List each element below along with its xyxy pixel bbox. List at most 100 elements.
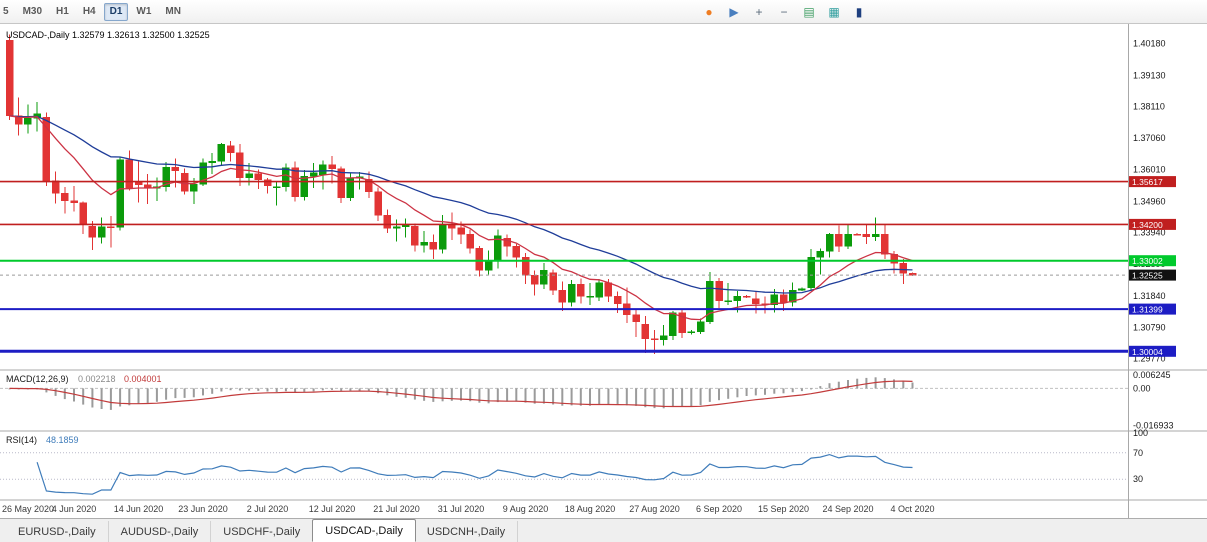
- svg-text:23 Jun 2020: 23 Jun 2020: [178, 504, 228, 514]
- candle: [199, 162, 207, 185]
- macd-pane: 0.006245 0.00 -0.016933: [0, 370, 1174, 431]
- svg-text:0.006245: 0.006245: [1133, 370, 1171, 380]
- candle: [337, 168, 345, 199]
- candle: [272, 186, 281, 188]
- candle: [51, 180, 60, 194]
- candle: [669, 312, 677, 336]
- tab-usdchf-daily[interactable]: USDCHF-,Daily: [211, 521, 314, 542]
- svg-text:9 Aug 2020: 9 Aug 2020: [503, 504, 549, 514]
- svg-text:1.32525: 1.32525: [1132, 271, 1163, 281]
- candle: [659, 335, 668, 341]
- candle: [816, 250, 825, 258]
- community-icon[interactable]: ●: [705, 5, 713, 19]
- hline-badge-1-33002: 1.33002: [1129, 255, 1176, 267]
- ma-slow-line: [9, 115, 913, 294]
- svg-text:2 Jul 2020: 2 Jul 2020: [247, 504, 289, 514]
- svg-text:24 Sep 2020: 24 Sep 2020: [822, 504, 873, 514]
- candle: [779, 294, 788, 303]
- candle: [521, 256, 530, 276]
- tab-usdcnh-daily[interactable]: USDCNH-,Daily: [415, 521, 519, 542]
- candle: [70, 200, 78, 203]
- svg-text:1.33002: 1.33002: [1132, 256, 1163, 266]
- candle: [107, 226, 115, 229]
- tab-audusd-daily[interactable]: AUDUSD-,Daily: [109, 521, 212, 542]
- candle: [549, 272, 557, 291]
- zoom-in-icon[interactable]: +: [755, 5, 763, 19]
- svg-text:1.33940: 1.33940: [1133, 227, 1166, 237]
- svg-text:70: 70: [1133, 448, 1143, 458]
- timeframe-button-5[interactable]: 5: [3, 5, 9, 17]
- new-order-icon[interactable]: ▶: [729, 5, 739, 19]
- tab-eurusd-daily[interactable]: EURUSD-,Daily: [6, 521, 109, 542]
- timeframe-button-mn[interactable]: MN: [165, 5, 181, 17]
- candle: [687, 331, 696, 333]
- svg-text:14 Jun 2020: 14 Jun 2020: [114, 504, 164, 514]
- price-axis[interactable]: 1.40180 1.39130 1.38110 1.37060 1.36010 1.349…: [1133, 39, 1166, 364]
- timeframe-toolbar: 5 M30 H1 H4 D1 W1 MN: [0, 0, 188, 23]
- rsi-label: RSI(14): [6, 435, 37, 445]
- candle: [706, 281, 714, 323]
- svg-text:1.34200: 1.34200: [1132, 220, 1163, 230]
- candle: [558, 290, 567, 303]
- candle: [392, 226, 401, 229]
- svg-text:-0.016933: -0.016933: [1133, 421, 1174, 431]
- candle: [466, 233, 474, 249]
- candle: [79, 202, 87, 225]
- svg-text:31 Jul 2020: 31 Jul 2020: [438, 504, 485, 514]
- candle: [770, 294, 779, 305]
- price-axis-badges: 1.35617 1.34200 1.33002 1.31399 1.30004 1.325…: [1129, 176, 1176, 357]
- candle: [807, 256, 815, 289]
- svg-text:100: 100: [1133, 428, 1148, 438]
- svg-text:6 Sep 2020: 6 Sep 2020: [696, 504, 742, 514]
- candle: [116, 159, 124, 228]
- zoom-out-icon[interactable]: −: [780, 5, 788, 19]
- candle: [420, 241, 428, 246]
- candle: [871, 233, 880, 237]
- timeframe-button-d1[interactable]: D1: [103, 2, 129, 21]
- timeframe-button-h1[interactable]: H1: [56, 5, 69, 17]
- candle: [97, 226, 106, 238]
- candle: [540, 270, 548, 285]
- indicators-icon[interactable]: ▤: [803, 5, 815, 19]
- candle: [650, 338, 659, 341]
- candle: [678, 312, 686, 333]
- candle: [309, 172, 318, 177]
- svg-text:26 May 2020: 26 May 2020: [2, 504, 54, 514]
- candle: [752, 298, 760, 304]
- candle: [632, 314, 640, 323]
- candle: [457, 227, 465, 235]
- tab-usdcad-daily[interactable]: USDCAD-,Daily: [312, 519, 416, 542]
- timeframe-button-w1[interactable]: W1: [136, 5, 152, 17]
- svg-text:1.40180: 1.40180: [1133, 39, 1166, 49]
- candle: [448, 224, 456, 229]
- candle: [245, 173, 253, 178]
- pane-separators: [0, 24, 1207, 518]
- candle: [254, 173, 263, 180]
- candle: [724, 300, 732, 302]
- candle: [24, 117, 32, 125]
- svg-text:1.29770: 1.29770: [1133, 353, 1166, 363]
- hline-badge-1-35617: 1.35617: [1129, 176, 1176, 188]
- market-depth-icon[interactable]: ▮: [855, 5, 863, 19]
- svg-text:1.30004: 1.30004: [1132, 347, 1163, 357]
- macd-label: MACD(12,26,9): [6, 374, 69, 384]
- svg-text:0.00: 0.00: [1133, 383, 1151, 393]
- candle: [438, 224, 447, 250]
- candle: [300, 175, 309, 197]
- svg-text:1.31399: 1.31399: [1132, 305, 1163, 315]
- candle: [604, 282, 613, 297]
- candle: [577, 284, 585, 297]
- chart-canvas[interactable]: 1.40180 1.39130 1.38110 1.37060 1.36010 1.349…: [0, 24, 1207, 518]
- timeframe-button-h4[interactable]: H4: [82, 5, 96, 17]
- rsi-line: [36, 453, 913, 495]
- hline-badge-1-31399: 1.31399: [1129, 303, 1176, 315]
- timeframe-button-m30[interactable]: M30: [22, 5, 43, 17]
- candle: [503, 237, 511, 247]
- objects-icon[interactable]: ▦: [828, 5, 840, 19]
- svg-text:18 Aug 2020: 18 Aug 2020: [565, 504, 616, 514]
- svg-text:1.35617: 1.35617: [1132, 177, 1163, 187]
- toolbar-icon-group: ● ▶ + − ▤ ▦ ▮: [700, 0, 868, 24]
- current-price-badge: 1.32525: [1129, 269, 1176, 281]
- candle: [346, 177, 355, 199]
